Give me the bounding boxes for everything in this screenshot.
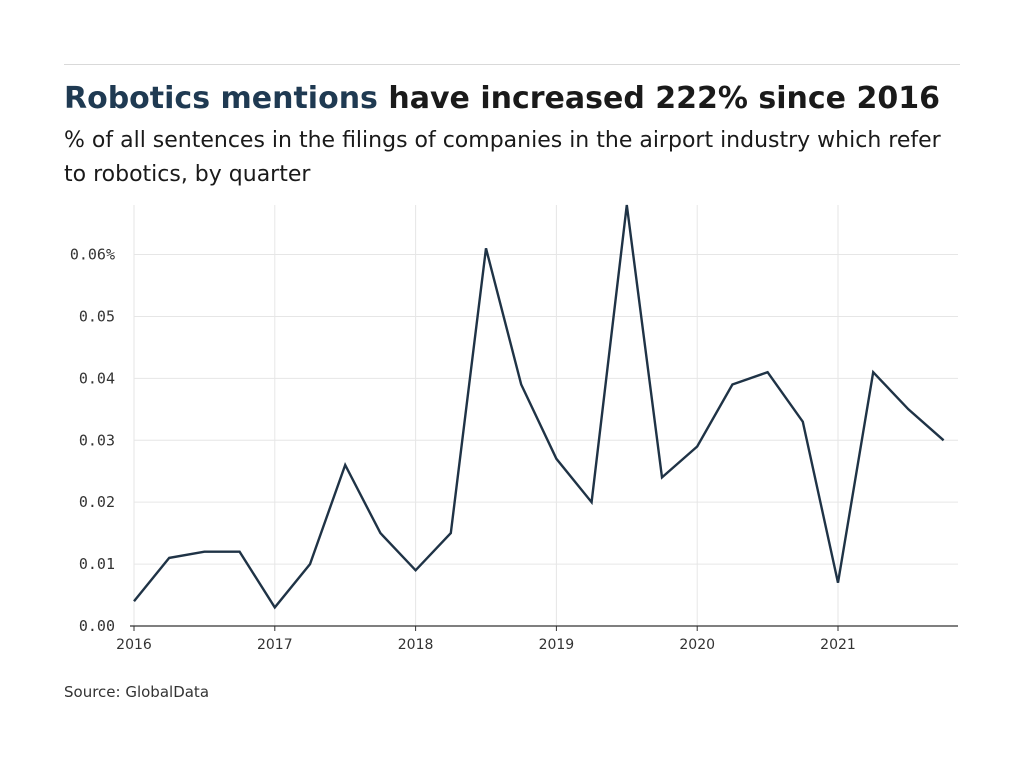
grid-layer (133, 205, 958, 626)
y-tick-label: 0.03 (79, 431, 115, 449)
x-tick-label: 2021 (820, 637, 856, 653)
source-note: Source: GlobalData (64, 683, 210, 701)
y-tick-label: 0.05 (79, 307, 115, 325)
series-line (133, 204, 945, 610)
x-tick-label: 2019 (539, 637, 575, 653)
y-tick-label: 0.04 (79, 369, 115, 387)
chart-title: Robotics mentions have increased 222% si… (64, 80, 940, 118)
y-tick-label: 0.06% (70, 246, 115, 264)
axis-layer: 0.00 0.01 0.02 0.03 0.04 0.05 0.06% 2016 2017 201… (70, 246, 958, 653)
y-tick-label: 0.00 (79, 617, 115, 635)
chart-subtitle: % of all sentences in the filings of com… (64, 128, 941, 187)
line-layer (133, 204, 945, 610)
x-tick-label: 2017 (257, 637, 293, 653)
x-tick-label: 2016 (116, 637, 152, 653)
title-rest: have increased 222% since 2016 (377, 81, 940, 116)
x-tick-label: 2018 (398, 637, 434, 653)
x-tick-label: 2020 (679, 637, 715, 653)
y-tick-label: 0.02 (79, 493, 115, 511)
top-divider (64, 64, 960, 65)
y-tick-label: 0.01 (79, 555, 115, 573)
title-accent: Robotics mentions (64, 81, 378, 116)
